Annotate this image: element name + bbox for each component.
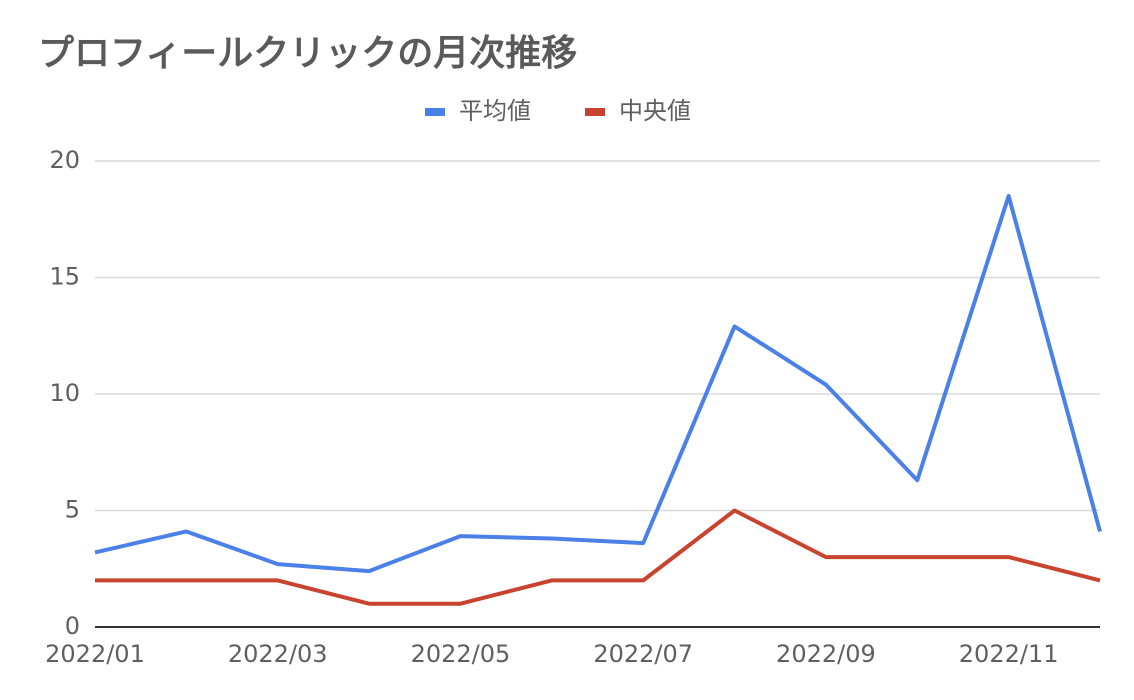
x-tick-label: 2022/01 <box>45 640 145 668</box>
y-tick-label: 10 <box>49 379 80 407</box>
legend-label: 中央値 <box>619 97 691 125</box>
x-tick-label: 2022/11 <box>959 640 1059 668</box>
x-tick-label: 2022/07 <box>593 640 693 668</box>
line-series <box>95 508 1101 606</box>
y-tick-label: 20 <box>49 146 80 174</box>
y-tick-label: 15 <box>49 263 80 291</box>
x-tick-label: 2022/09 <box>776 640 876 668</box>
x-tick-label: 2022/03 <box>228 640 328 668</box>
chart-title: プロフィールクリックの月次推移 <box>38 33 577 74</box>
line-series <box>94 193 1102 574</box>
legend-swatch <box>425 108 445 116</box>
legend-label: 平均値 <box>459 97 531 125</box>
x-tick-label: 2022/05 <box>411 640 511 668</box>
y-tick-label: 0 <box>65 612 80 640</box>
legend-swatch <box>585 108 605 116</box>
y-tick-label: 5 <box>65 496 80 524</box>
